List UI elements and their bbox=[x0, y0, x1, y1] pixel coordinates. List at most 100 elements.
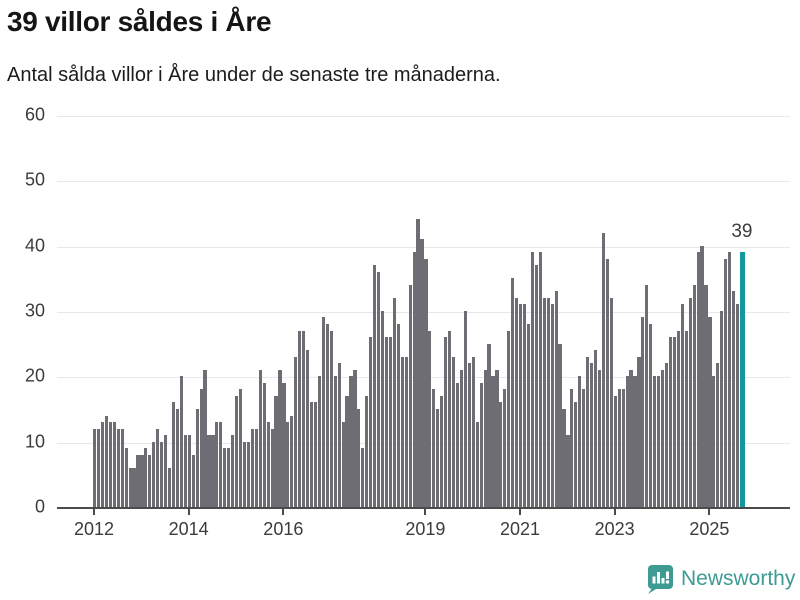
bar bbox=[467, 363, 471, 507]
bar bbox=[613, 395, 617, 507]
bar bbox=[562, 408, 566, 507]
bar bbox=[235, 395, 239, 507]
bar bbox=[554, 291, 558, 507]
bar bbox=[550, 304, 554, 507]
bar bbox=[278, 369, 282, 507]
bar bbox=[530, 252, 535, 507]
bar bbox=[629, 369, 633, 507]
highlight-value-label: 39 bbox=[731, 221, 753, 242]
bar bbox=[684, 330, 688, 507]
bar bbox=[566, 435, 570, 507]
bar bbox=[128, 467, 132, 507]
bar bbox=[712, 376, 716, 507]
x-axis-tick bbox=[519, 509, 522, 515]
y-gridline bbox=[57, 181, 790, 183]
bar bbox=[728, 252, 732, 507]
bar bbox=[633, 376, 637, 507]
bar bbox=[432, 389, 436, 507]
bar bbox=[250, 428, 254, 507]
bar bbox=[160, 441, 164, 507]
bar bbox=[258, 369, 262, 507]
bar bbox=[302, 330, 306, 507]
bar bbox=[112, 422, 116, 507]
bar bbox=[195, 408, 199, 507]
bar bbox=[672, 337, 677, 507]
x-axis-label: 2016 bbox=[263, 519, 304, 539]
bar bbox=[534, 265, 538, 507]
bar bbox=[369, 337, 373, 507]
bar bbox=[716, 363, 720, 507]
bar bbox=[597, 369, 602, 507]
bar bbox=[384, 337, 389, 507]
bar bbox=[108, 422, 112, 507]
highlighted-bar bbox=[739, 252, 745, 507]
bar bbox=[653, 376, 657, 507]
y-axis-label: 20 bbox=[24, 365, 45, 386]
bar bbox=[586, 356, 590, 507]
x-axis-label: 2025 bbox=[689, 519, 730, 539]
bar bbox=[479, 382, 483, 507]
bar bbox=[175, 408, 180, 507]
bar bbox=[156, 428, 160, 507]
bar bbox=[735, 304, 740, 507]
bar bbox=[171, 402, 176, 507]
bar bbox=[455, 382, 460, 507]
bar bbox=[207, 435, 211, 507]
bar bbox=[349, 376, 353, 507]
bar bbox=[617, 389, 621, 507]
y-axis-label: 40 bbox=[24, 235, 45, 256]
y-axis-label: 30 bbox=[24, 300, 45, 321]
chart-subtitle: Antal sålda villor i Åre under de senast… bbox=[7, 64, 501, 86]
bar bbox=[459, 369, 464, 507]
bar bbox=[140, 454, 144, 507]
bar bbox=[428, 330, 432, 507]
newsworthy-wordmark: Newsworthy bbox=[681, 567, 796, 590]
bar bbox=[661, 369, 665, 507]
bar bbox=[223, 448, 227, 507]
bar bbox=[408, 284, 412, 507]
bar bbox=[451, 356, 456, 507]
x-axis-label: 2019 bbox=[405, 519, 446, 539]
bar bbox=[227, 448, 231, 507]
bar bbox=[357, 408, 361, 507]
bar bbox=[641, 317, 645, 507]
bar bbox=[657, 376, 661, 507]
bar bbox=[96, 428, 101, 507]
bar bbox=[499, 402, 503, 507]
bar bbox=[219, 422, 223, 507]
bar bbox=[570, 389, 574, 507]
bar bbox=[313, 402, 318, 507]
bar bbox=[495, 369, 499, 507]
bar bbox=[231, 435, 235, 507]
bar bbox=[590, 363, 594, 507]
y-axis-label: 60 bbox=[24, 104, 45, 125]
chart-title: 39 villor såldes i Åre bbox=[7, 6, 272, 37]
bar bbox=[298, 330, 302, 507]
bar bbox=[668, 337, 673, 507]
bar bbox=[538, 252, 542, 507]
bar bbox=[676, 330, 680, 507]
bar bbox=[696, 252, 700, 507]
bar bbox=[325, 324, 329, 507]
bar bbox=[321, 317, 325, 507]
bar bbox=[266, 422, 270, 507]
bar bbox=[132, 467, 136, 507]
x-axis-tick bbox=[424, 509, 427, 515]
bar bbox=[191, 454, 195, 507]
newsworthy-logo[interactable]: Newsworthy bbox=[646, 564, 795, 594]
bar bbox=[574, 402, 578, 507]
bar bbox=[187, 435, 191, 507]
y-axis-label: 10 bbox=[24, 431, 45, 452]
bar bbox=[732, 291, 736, 507]
bar bbox=[377, 271, 381, 507]
bar bbox=[708, 317, 712, 507]
bar bbox=[164, 435, 168, 507]
bar bbox=[593, 350, 598, 507]
bar bbox=[388, 337, 393, 507]
bar bbox=[704, 284, 708, 507]
bar bbox=[463, 310, 467, 507]
bar bbox=[692, 284, 696, 507]
bar bbox=[242, 441, 247, 507]
bar bbox=[487, 343, 491, 507]
